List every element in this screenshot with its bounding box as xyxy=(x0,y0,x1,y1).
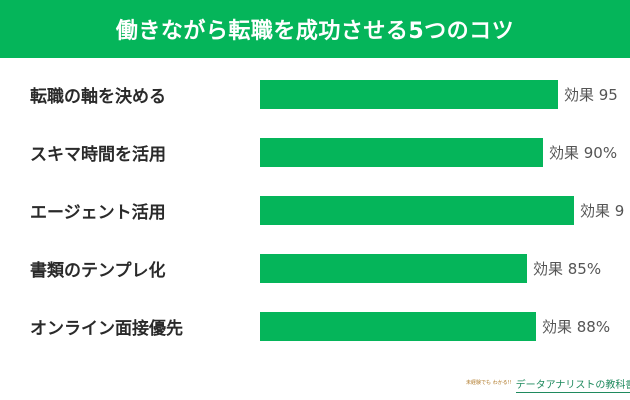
chart-title: 働きながら転職を成功させる5つのコツ xyxy=(0,0,630,58)
bar xyxy=(260,138,543,167)
bar xyxy=(260,80,558,109)
value-label: 効果 9 xyxy=(580,202,625,220)
value-label: 効果 88% xyxy=(542,318,611,336)
logo-name: データアナリストの教科書 xyxy=(515,376,630,393)
site-logo: 未経験でも わかる!! データアナリストの教科書 xyxy=(462,372,630,394)
bar xyxy=(260,312,536,341)
category-label: 書類のテンプレ化 xyxy=(30,261,166,281)
category-label: オンライン面接優先 xyxy=(30,319,183,339)
value-label: 効果 85% xyxy=(533,260,602,278)
value-label: 効果 95 xyxy=(564,86,618,104)
category-label: エージェント活用 xyxy=(30,203,166,223)
category-label: スキマ時間を活用 xyxy=(30,145,166,165)
value-label: 効果 90% xyxy=(549,144,618,162)
bar xyxy=(260,196,574,225)
category-label: 転職の軸を決める xyxy=(30,87,166,107)
logo-tagline: 未経験でも わかる!! xyxy=(466,380,512,386)
bar xyxy=(260,254,527,283)
